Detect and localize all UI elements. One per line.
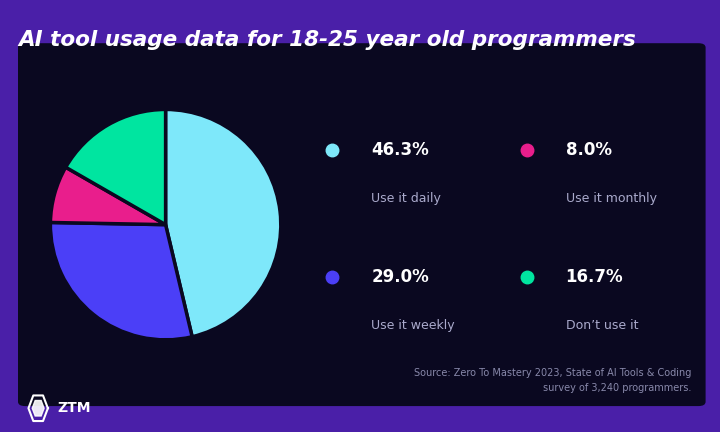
Wedge shape <box>50 222 192 340</box>
Text: 29.0%: 29.0% <box>372 268 429 286</box>
Text: 8.0%: 8.0% <box>566 141 611 159</box>
Wedge shape <box>166 109 281 337</box>
Wedge shape <box>66 109 166 225</box>
Wedge shape <box>50 167 166 225</box>
Text: AI tool usage data for 18-25 year old programmers: AI tool usage data for 18-25 year old pr… <box>18 30 636 51</box>
Text: 16.7%: 16.7% <box>566 268 624 286</box>
Text: Use it daily: Use it daily <box>372 192 441 205</box>
Text: Use it weekly: Use it weekly <box>372 319 455 332</box>
Text: Use it monthly: Use it monthly <box>566 192 657 205</box>
Polygon shape <box>32 400 44 416</box>
Text: ZTM: ZTM <box>58 401 91 415</box>
Text: Don’t use it: Don’t use it <box>566 319 638 332</box>
Text: 46.3%: 46.3% <box>372 141 429 159</box>
Text: Source: Zero To Mastery 2023, State of AI Tools & Coding
survey of 3,240 program: Source: Zero To Mastery 2023, State of A… <box>414 368 692 393</box>
